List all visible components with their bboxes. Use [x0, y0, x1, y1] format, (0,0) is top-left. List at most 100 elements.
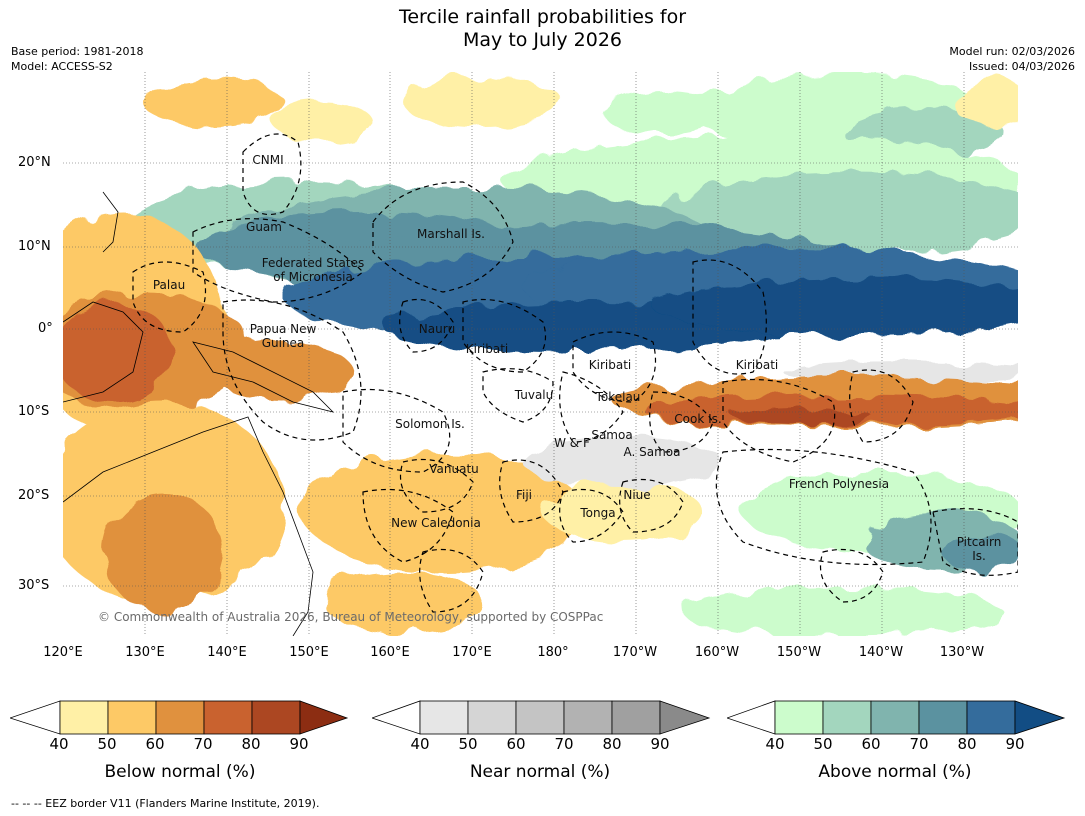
- region-samoa: Samoa: [591, 428, 633, 442]
- region-american-samoa: A. Samoa: [623, 445, 681, 459]
- colorbar-below-extend-high: [299, 700, 349, 735]
- colorbar-segment: [774, 700, 824, 735]
- region-tonga: Tonga: [580, 506, 616, 520]
- colorbar-segment: [966, 700, 1016, 735]
- colorbar-near-extend-high: [659, 700, 711, 735]
- region-kiribati-central: Kiribati: [588, 358, 632, 372]
- cb-near-tick: 90: [650, 735, 670, 753]
- colorbar-below-extend-low: [10, 700, 61, 735]
- meta-left: Base period: 1981-2018 Model: ACCESS-S2: [11, 44, 143, 74]
- cb-near-tick: 60: [506, 735, 526, 753]
- region-marshall: Marshall Is.: [417, 227, 485, 241]
- region-guam: Guam: [246, 220, 282, 234]
- cb-above-tick: 40: [765, 735, 785, 753]
- region-png-line2: Guinea: [261, 336, 305, 350]
- colorbar-segment: [419, 700, 469, 735]
- colorbar-segment: [563, 700, 613, 735]
- legend-near-normal: [372, 700, 712, 736]
- region-kiribati-east: Kiribati: [735, 358, 779, 372]
- cb-below-tick: 40: [49, 735, 69, 753]
- lon-label-160e: 160°E: [370, 645, 410, 660]
- lon-label-130w: 130°W: [939, 645, 985, 660]
- lon-label-140w: 140°W: [858, 645, 904, 660]
- lat-label-20s: 20°S: [18, 488, 50, 503]
- lat-label-20n: 20°N: [18, 155, 51, 170]
- copyright-notice: © Commonwealth of Australia 2026, Bureau…: [98, 610, 604, 624]
- region-vanuatu: Vanuatu: [429, 462, 479, 476]
- cb-below-tick: 70: [193, 735, 213, 753]
- colorbar-segment: [467, 700, 517, 735]
- colorbar-segment: [611, 700, 661, 735]
- lon-label-150w: 150°W: [776, 645, 822, 660]
- title-line-2: May to July 2026: [463, 29, 622, 51]
- region-kiribati-west: Kiribati: [465, 342, 509, 356]
- eez-footnote: -- -- -- EEZ border V11 (Flanders Marine…: [11, 797, 320, 810]
- cb-below-tick: 50: [97, 735, 117, 753]
- colorbar-above-extend-low: [727, 700, 776, 735]
- cb-near-tick: 50: [458, 735, 478, 753]
- cb-below-tick: 60: [145, 735, 165, 753]
- colorbar-above-extend-high: [1014, 700, 1066, 735]
- meta-right: Model run: 02/03/2026 Issued: 04/03/2026: [949, 44, 1075, 74]
- cb-below-tick: 80: [241, 735, 261, 753]
- cb-above-tick: 70: [909, 735, 929, 753]
- region-pitcairn: Pitcairn Is.: [957, 535, 1002, 563]
- region-fsm-line1: Federated States: [261, 256, 365, 270]
- lon-label-170w: 170°W: [612, 645, 658, 660]
- cb-above-tick: 90: [1005, 735, 1025, 753]
- model-run: Model run: 02/03/2026: [949, 45, 1075, 58]
- region-fsm-line2: of Micronesia: [273, 270, 353, 284]
- region-tokelau: Tokelau: [595, 390, 641, 404]
- lon-label-150e: 150°E: [289, 645, 329, 660]
- colorbar-near-extend-low: [372, 700, 421, 735]
- model-name: Model: ACCESS-S2: [11, 60, 113, 73]
- colorbar-segment: [203, 700, 253, 735]
- colorbar-segment: [107, 700, 157, 735]
- colorbar-near: [372, 700, 711, 735]
- region-wallis-futuna: W & F: [554, 436, 590, 450]
- legend-above-normal: [727, 700, 1067, 736]
- region-pitcairn-line1: Pitcairn: [956, 535, 1002, 549]
- lat-label-10s: 10°S: [18, 404, 50, 419]
- legend-near-label: Near normal (%): [469, 762, 611, 782]
- region-png: Papua New Guinea: [250, 322, 317, 350]
- colorbar-above: [727, 700, 1066, 735]
- region-solomon: Solomon Is.: [395, 417, 465, 431]
- cb-near-tick: 70: [554, 735, 574, 753]
- legend-below-label: Below normal (%): [104, 762, 256, 782]
- colorbar-segment: [155, 700, 205, 735]
- map-canvas: [63, 72, 1018, 636]
- lon-label-120e: 120°E: [43, 645, 83, 660]
- region-french-polynesia: French Polynesia: [788, 477, 890, 491]
- cb-above-tick: 50: [813, 735, 833, 753]
- lat-label-10n: 10°N: [18, 239, 51, 254]
- colorbar-segment: [918, 700, 968, 735]
- lon-label-160w: 160°W: [694, 645, 740, 660]
- region-cook: Cook Is.: [674, 412, 722, 426]
- rainfall-map: [63, 72, 1018, 636]
- region-niue: Niue: [623, 488, 651, 502]
- region-fsm: Federated States of Micronesia: [262, 256, 364, 284]
- issued-date: Issued: 04/03/2026: [968, 60, 1075, 73]
- lon-label-180: 180°: [537, 645, 569, 660]
- colorbar-segment: [822, 700, 872, 735]
- cb-above-tick: 60: [861, 735, 881, 753]
- colorbar-below: [10, 700, 349, 735]
- lat-label-eq: 0°: [38, 321, 53, 336]
- region-png-line1: Papua New: [249, 322, 317, 336]
- colorbar-segment: [59, 700, 109, 735]
- colorbar-segment: [515, 700, 565, 735]
- cb-near-tick: 80: [602, 735, 622, 753]
- lat-label-30s: 30°S: [18, 578, 50, 593]
- lon-label-130e: 130°E: [125, 645, 165, 660]
- region-new-caledonia: New Caledonia: [391, 516, 481, 530]
- legend-below-normal: [10, 700, 350, 736]
- region-palau: Palau: [152, 278, 186, 292]
- region-nauru: Nauru: [418, 322, 456, 336]
- region-cnmi: CNMI: [252, 153, 284, 167]
- chart-title: Tercile rainfall probabilities for May t…: [0, 6, 1085, 52]
- colorbar-segment: [870, 700, 920, 735]
- region-pitcairn-line2: Is.: [972, 549, 986, 563]
- region-tuvalu: Tuvalu: [514, 388, 554, 402]
- region-fiji: Fiji: [515, 488, 533, 502]
